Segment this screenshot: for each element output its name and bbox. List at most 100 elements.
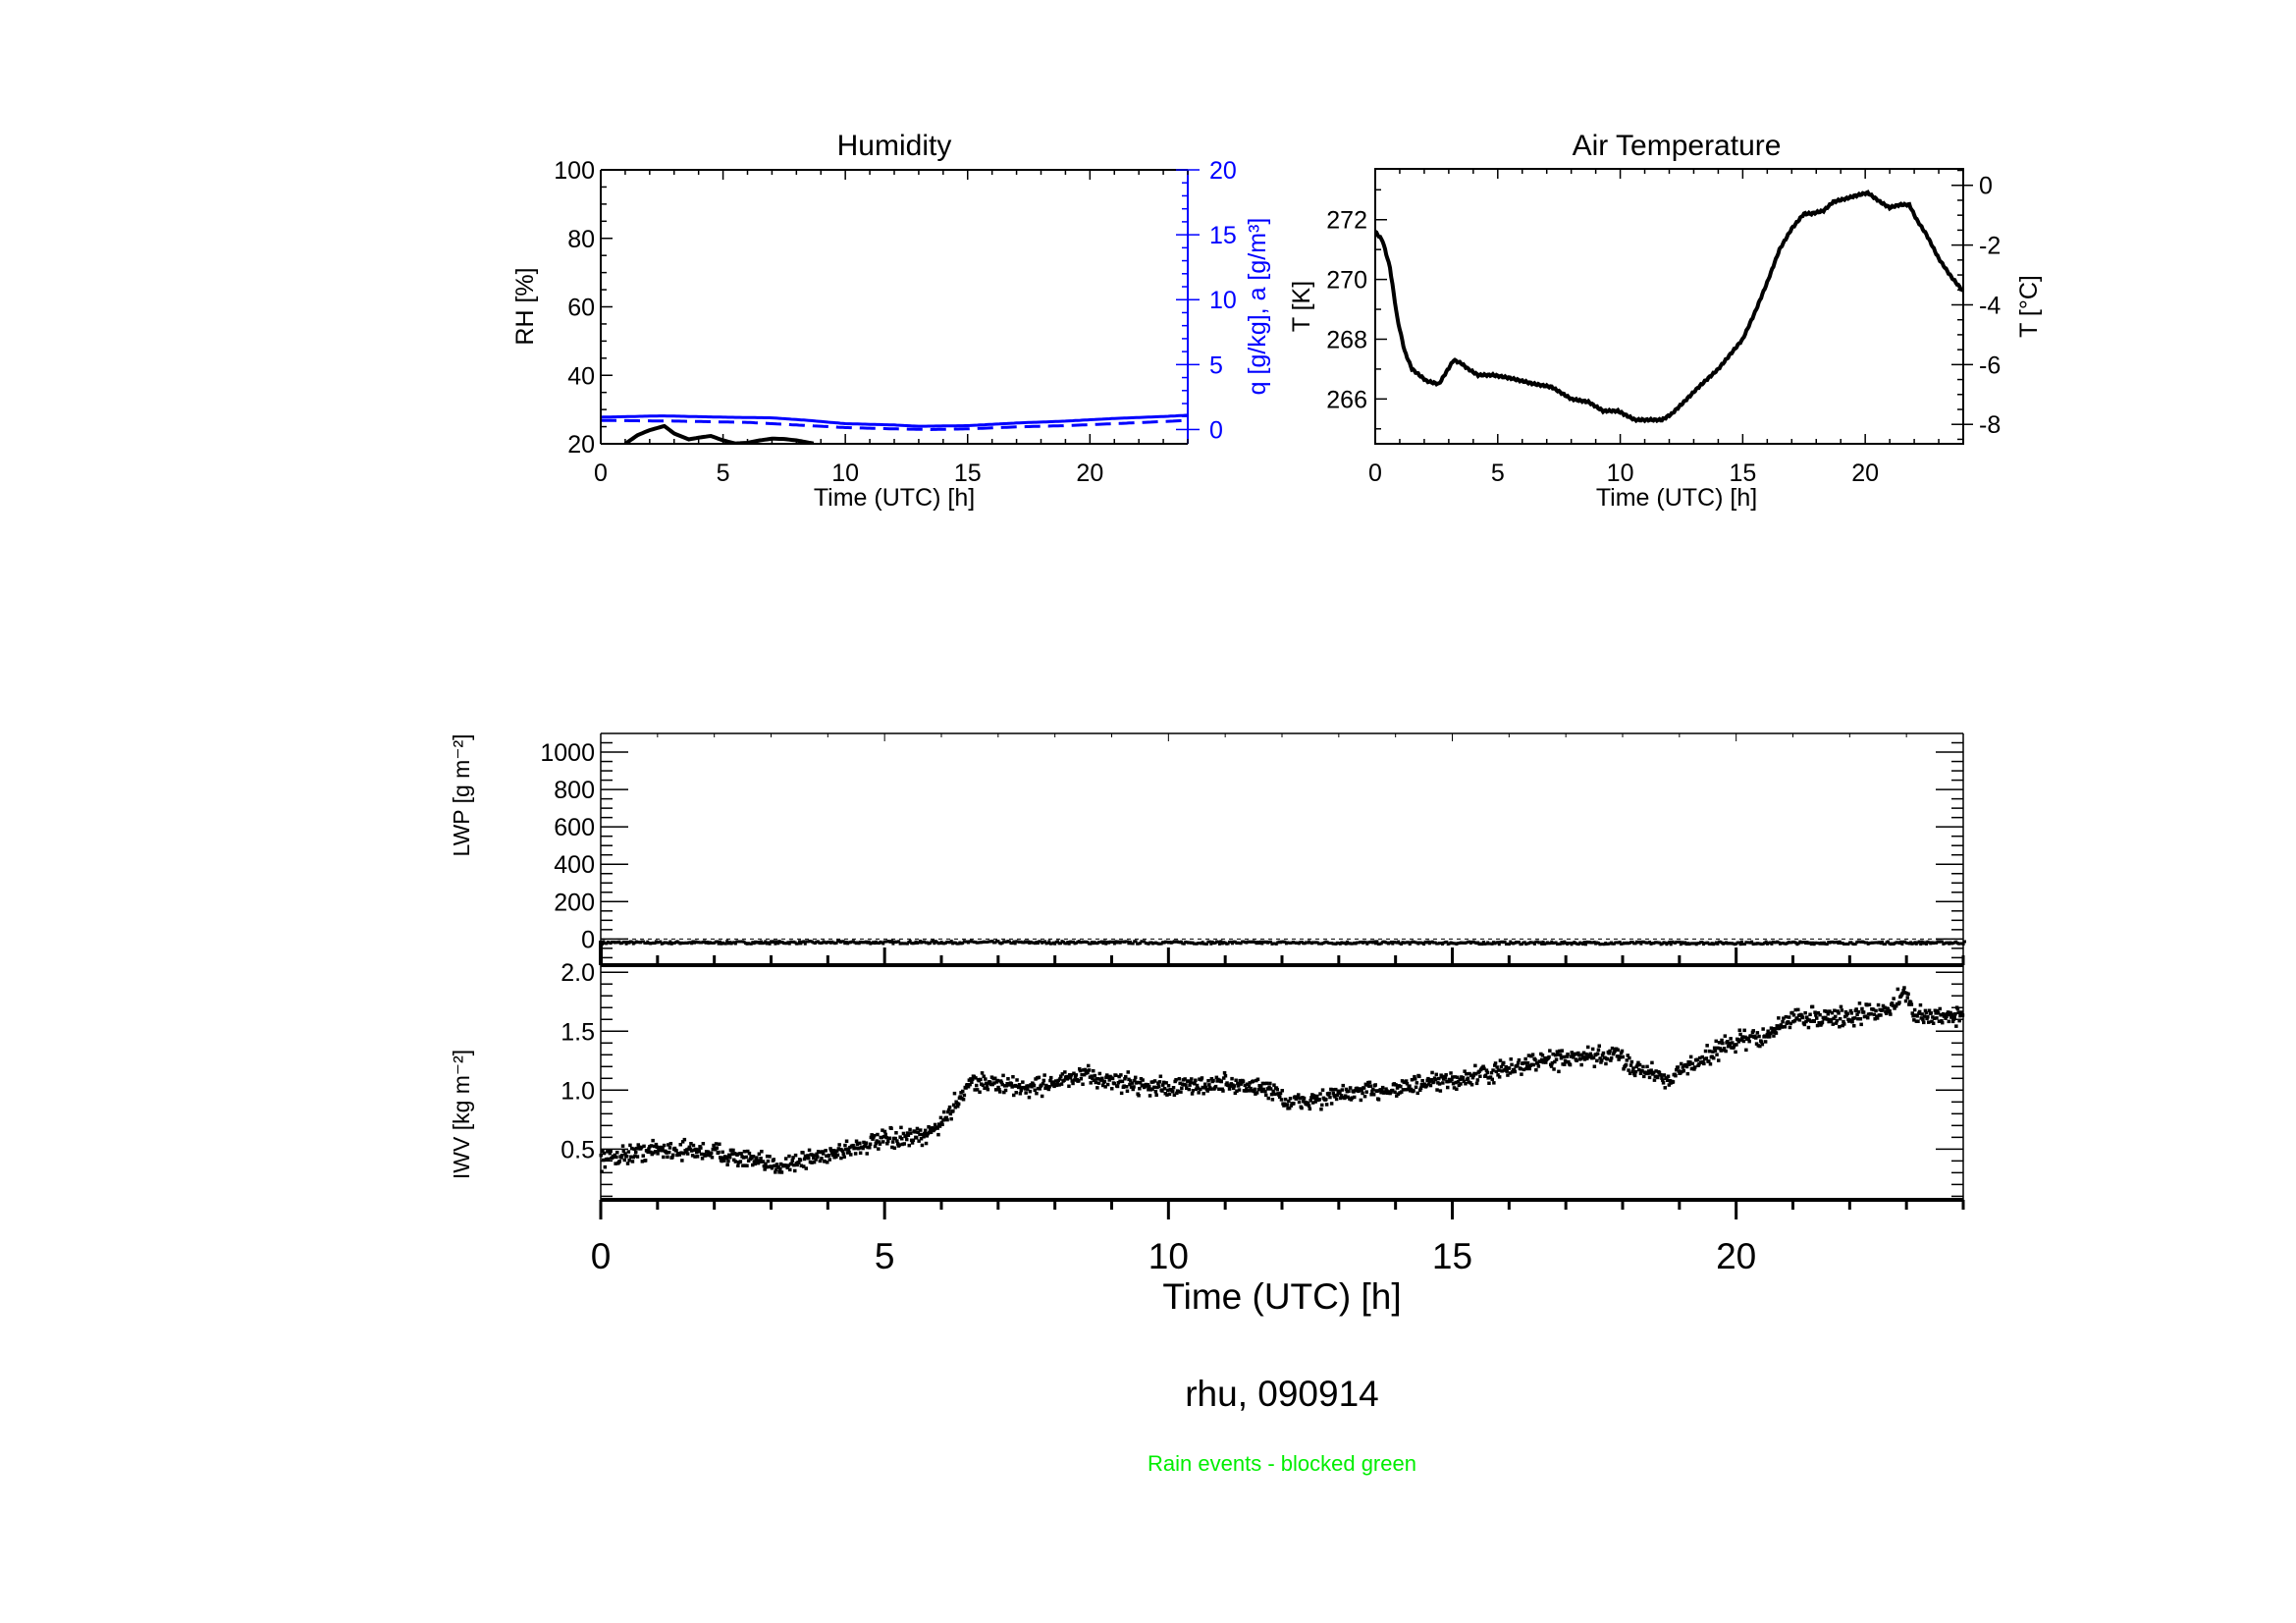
iwv-point bbox=[727, 1153, 731, 1158]
lwp-point bbox=[891, 942, 895, 946]
iwv-point bbox=[1828, 1009, 1832, 1013]
iwv-point bbox=[907, 1143, 911, 1148]
iwv-point bbox=[924, 1141, 929, 1146]
iwv-point bbox=[1582, 1057, 1587, 1061]
lwp-point bbox=[1532, 942, 1536, 946]
iwv-point bbox=[709, 1151, 714, 1155]
iwv-point bbox=[753, 1162, 757, 1166]
iwv-point bbox=[1591, 1055, 1596, 1060]
iwv-point bbox=[1763, 1040, 1768, 1044]
iwv-point bbox=[1650, 1060, 1654, 1065]
iwv-point bbox=[1219, 1079, 1223, 1084]
iwv-point bbox=[620, 1154, 624, 1158]
lwp-point bbox=[1036, 942, 1040, 946]
iwv-point bbox=[1630, 1069, 1634, 1074]
iwv-point bbox=[814, 1158, 818, 1162]
iwv-point bbox=[1649, 1068, 1653, 1072]
iwv-point bbox=[868, 1146, 872, 1150]
iwv-point bbox=[1324, 1097, 1328, 1102]
iwv-point bbox=[1171, 1086, 1176, 1090]
lwp-point bbox=[624, 942, 628, 946]
iwv-point bbox=[1935, 1016, 1939, 1020]
y-tick-label: 100 bbox=[554, 157, 595, 185]
iwv-point bbox=[843, 1143, 847, 1148]
iwv-point bbox=[1908, 1001, 1913, 1004]
iwv-point bbox=[1459, 1082, 1463, 1086]
iwv-point bbox=[1780, 1025, 1784, 1029]
iwv-point bbox=[1449, 1071, 1453, 1075]
iwv-point bbox=[1637, 1062, 1642, 1067]
lwp-point bbox=[1374, 942, 1377, 946]
iwv-point bbox=[1563, 1062, 1567, 1066]
iwv-point bbox=[1246, 1089, 1251, 1093]
iwv-point bbox=[1698, 1055, 1702, 1060]
iwv-point bbox=[1102, 1079, 1107, 1084]
iwv-point bbox=[1526, 1054, 1531, 1057]
iwv-point bbox=[1264, 1081, 1269, 1086]
lwp-point bbox=[1558, 942, 1562, 946]
lwp-point bbox=[1072, 940, 1075, 944]
iwv-point bbox=[915, 1126, 920, 1131]
iwv-point bbox=[1597, 1044, 1601, 1048]
iwv-point bbox=[844, 1147, 848, 1152]
lwp-point bbox=[1742, 943, 1746, 946]
iwv-point bbox=[667, 1143, 670, 1147]
lwp-point bbox=[717, 942, 721, 946]
iwv-point bbox=[1792, 1019, 1797, 1023]
iwv-point bbox=[717, 1150, 721, 1155]
iwv-point bbox=[1428, 1083, 1433, 1088]
iwv-point bbox=[1490, 1077, 1494, 1082]
iwv-point bbox=[1026, 1084, 1031, 1088]
iwv-point bbox=[1068, 1076, 1073, 1080]
iwv-point bbox=[1259, 1089, 1264, 1094]
iwv-point bbox=[765, 1154, 770, 1159]
iwv-point bbox=[1054, 1083, 1059, 1088]
iwv-point bbox=[1956, 1010, 1960, 1014]
iwv-point bbox=[1440, 1075, 1444, 1079]
iwv-point bbox=[1320, 1103, 1324, 1108]
lwp-point bbox=[659, 940, 663, 944]
iwv-point bbox=[1738, 1032, 1742, 1037]
iwv-point bbox=[755, 1156, 759, 1160]
lwp-point bbox=[1637, 940, 1641, 944]
iwv-point bbox=[1741, 1039, 1746, 1044]
iwv-point bbox=[1889, 1012, 1893, 1016]
lwp-point bbox=[1584, 943, 1587, 947]
iwv-point bbox=[721, 1150, 724, 1155]
iwv-point bbox=[853, 1146, 857, 1150]
iwv-point bbox=[1527, 1066, 1531, 1071]
lwp-point bbox=[996, 940, 1000, 944]
iwv-point bbox=[677, 1153, 682, 1157]
iwv-point bbox=[1132, 1085, 1136, 1089]
iwv-point bbox=[1654, 1069, 1658, 1073]
iwv-point bbox=[744, 1155, 748, 1160]
iwv-point bbox=[1161, 1083, 1165, 1087]
iwv-point bbox=[847, 1150, 851, 1155]
iwv-point bbox=[671, 1153, 675, 1158]
iwv-point bbox=[1800, 1015, 1805, 1020]
iwv-point bbox=[1695, 1057, 1699, 1061]
iwv-point bbox=[679, 1151, 683, 1155]
lwp-point bbox=[933, 942, 936, 946]
iwv-point bbox=[1041, 1078, 1046, 1083]
iwv-point bbox=[1772, 1034, 1776, 1038]
series-T bbox=[1373, 189, 1965, 424]
iwv-point bbox=[1838, 1016, 1842, 1021]
iwv-point bbox=[1921, 1017, 1925, 1022]
iwv-point bbox=[830, 1153, 835, 1158]
iwv-point bbox=[1134, 1075, 1138, 1080]
iwv-point bbox=[1474, 1081, 1479, 1086]
iwv-point bbox=[1924, 1010, 1928, 1015]
iwv-point bbox=[1559, 1056, 1564, 1060]
lwp-point bbox=[1740, 940, 1743, 944]
lwp-point bbox=[1375, 940, 1379, 944]
iwv-point bbox=[807, 1148, 812, 1153]
iwv-point bbox=[741, 1163, 745, 1167]
iwv-point bbox=[1384, 1087, 1388, 1091]
iwv-point bbox=[1875, 1016, 1880, 1020]
iwv-point bbox=[1413, 1074, 1416, 1079]
iwv-point bbox=[695, 1150, 699, 1155]
iwv-point bbox=[1362, 1094, 1367, 1099]
iwv-point bbox=[962, 1093, 967, 1098]
iwv-point bbox=[1885, 1011, 1889, 1015]
